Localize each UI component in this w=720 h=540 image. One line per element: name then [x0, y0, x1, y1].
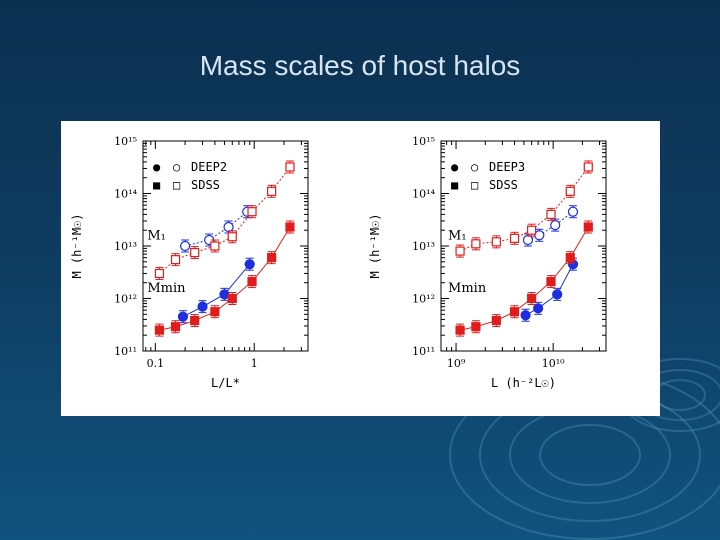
data-point: [520, 310, 531, 321]
legend-marker-open: □: [173, 178, 180, 192]
data-point: [154, 268, 165, 279]
legend-marker-open: ○: [471, 160, 478, 174]
data-point: [285, 162, 295, 172]
data-point: [509, 307, 520, 317]
data-point: [533, 303, 544, 314]
data-point: [210, 241, 220, 251]
y-tick-label: 10¹⁴: [412, 188, 435, 201]
y-tick-label: 10¹⁵: [114, 135, 137, 148]
legend-label: DEEP2: [191, 160, 227, 174]
chart-2: 10¹¹ 10¹² 10¹³ 10¹⁴ 10¹⁵ 10⁹ 10¹⁰ L (h⁻²L☉) M (h…: [368, 135, 607, 390]
annotation-label: Mmin: [147, 281, 186, 296]
annotation-label: M₁: [147, 228, 166, 243]
x-tick-label: 1: [251, 357, 258, 370]
y-axis-label: M (h⁻¹M☉): [70, 213, 84, 278]
y-tick-label: 10¹⁴: [114, 188, 137, 201]
y-tick-label: 10¹²: [412, 293, 435, 306]
series-line: [525, 263, 574, 316]
data-point: [285, 222, 295, 232]
data-point: [247, 207, 257, 217]
legend-marker-filled: ●: [451, 160, 459, 174]
data-point: [509, 233, 520, 243]
x-axis-label: L/L*: [211, 376, 240, 390]
data-point: [567, 206, 579, 217]
data-point: [534, 230, 545, 241]
series-line: [184, 211, 248, 247]
figure-panel: 10¹¹ 10¹² 10¹³ 10¹⁴ 10¹⁵ 0.1 1 L/L* M (h⁻¹M☉) ● ○ D…: [61, 121, 660, 416]
data-point: [583, 222, 593, 232]
x-tick-label: 0.1: [147, 357, 165, 370]
data-point: [471, 322, 481, 332]
data-point: [223, 221, 234, 233]
y-tick-label: 10¹¹: [412, 345, 435, 358]
slide-title: Mass scales of host halos: [199, 50, 521, 81]
data-point: [170, 322, 181, 332]
data-point: [565, 186, 575, 196]
data-point: [471, 239, 481, 249]
y-tick-label: 10¹³: [114, 240, 137, 253]
y-tick-label: 10¹²: [114, 293, 137, 306]
data-point: [527, 293, 537, 304]
y-tick-label: 10¹³: [412, 240, 435, 253]
legend-marker-open: ○: [173, 160, 180, 174]
y-axis-label: M (h⁻¹M☉): [368, 213, 382, 278]
data-point: [177, 311, 189, 322]
data-point: [190, 247, 200, 258]
data-point: [170, 255, 181, 265]
data-point: [267, 253, 277, 263]
annotation-label: Mmin: [448, 281, 487, 296]
legend-label: SDSS: [489, 178, 518, 192]
data-point: [267, 186, 277, 196]
data-point: [180, 240, 191, 252]
data-point: [522, 234, 534, 246]
data-point: [244, 259, 255, 270]
data-point: [491, 237, 501, 247]
data-point: [565, 253, 575, 263]
legend-label: SDSS: [191, 178, 220, 192]
x-axis-label: L (h⁻²L☉): [491, 376, 556, 390]
data-point: [546, 209, 556, 219]
y-tick-label: 10¹⁵: [412, 135, 435, 148]
annotation-label: M₁: [448, 228, 467, 243]
legend-marker-open: □: [471, 178, 478, 192]
data-point: [190, 315, 200, 326]
data-point: [455, 325, 465, 335]
legend-marker-filled: ●: [153, 160, 161, 174]
legend-marker-filled: ■: [153, 178, 161, 192]
charts-container: 10¹¹ 10¹² 10¹³ 10¹⁴ 10¹⁵ 0.1 1 L/L* M (h⁻¹M☉) ● ○ D…: [70, 135, 607, 390]
legend-label: DEEP3: [489, 160, 525, 174]
data-point: [527, 225, 537, 235]
data-point: [583, 162, 593, 172]
x-tick-label: 10¹⁰: [542, 357, 565, 370]
data-point: [227, 232, 237, 242]
data-point: [154, 325, 165, 335]
data-point: [210, 307, 220, 317]
legend-marker-filled: ■: [451, 178, 459, 192]
data-point: [247, 276, 257, 287]
chart-1: 10¹¹ 10¹² 10¹³ 10¹⁴ 10¹⁵ 0.1 1 L/L* M (h⁻¹M☉) ● ○ D…: [70, 135, 309, 390]
data-point: [455, 246, 465, 256]
series-line: [527, 211, 574, 241]
series-line: [182, 263, 251, 318]
data-point: [219, 289, 230, 300]
data-point: [491, 315, 501, 326]
data-point: [227, 293, 237, 304]
data-point: [552, 289, 563, 300]
data-point: [197, 301, 208, 312]
x-tick-label: 10⁹: [447, 357, 466, 370]
y-tick-label: 10¹¹: [114, 345, 137, 358]
data-point: [546, 276, 556, 287]
data-point: [550, 220, 561, 231]
